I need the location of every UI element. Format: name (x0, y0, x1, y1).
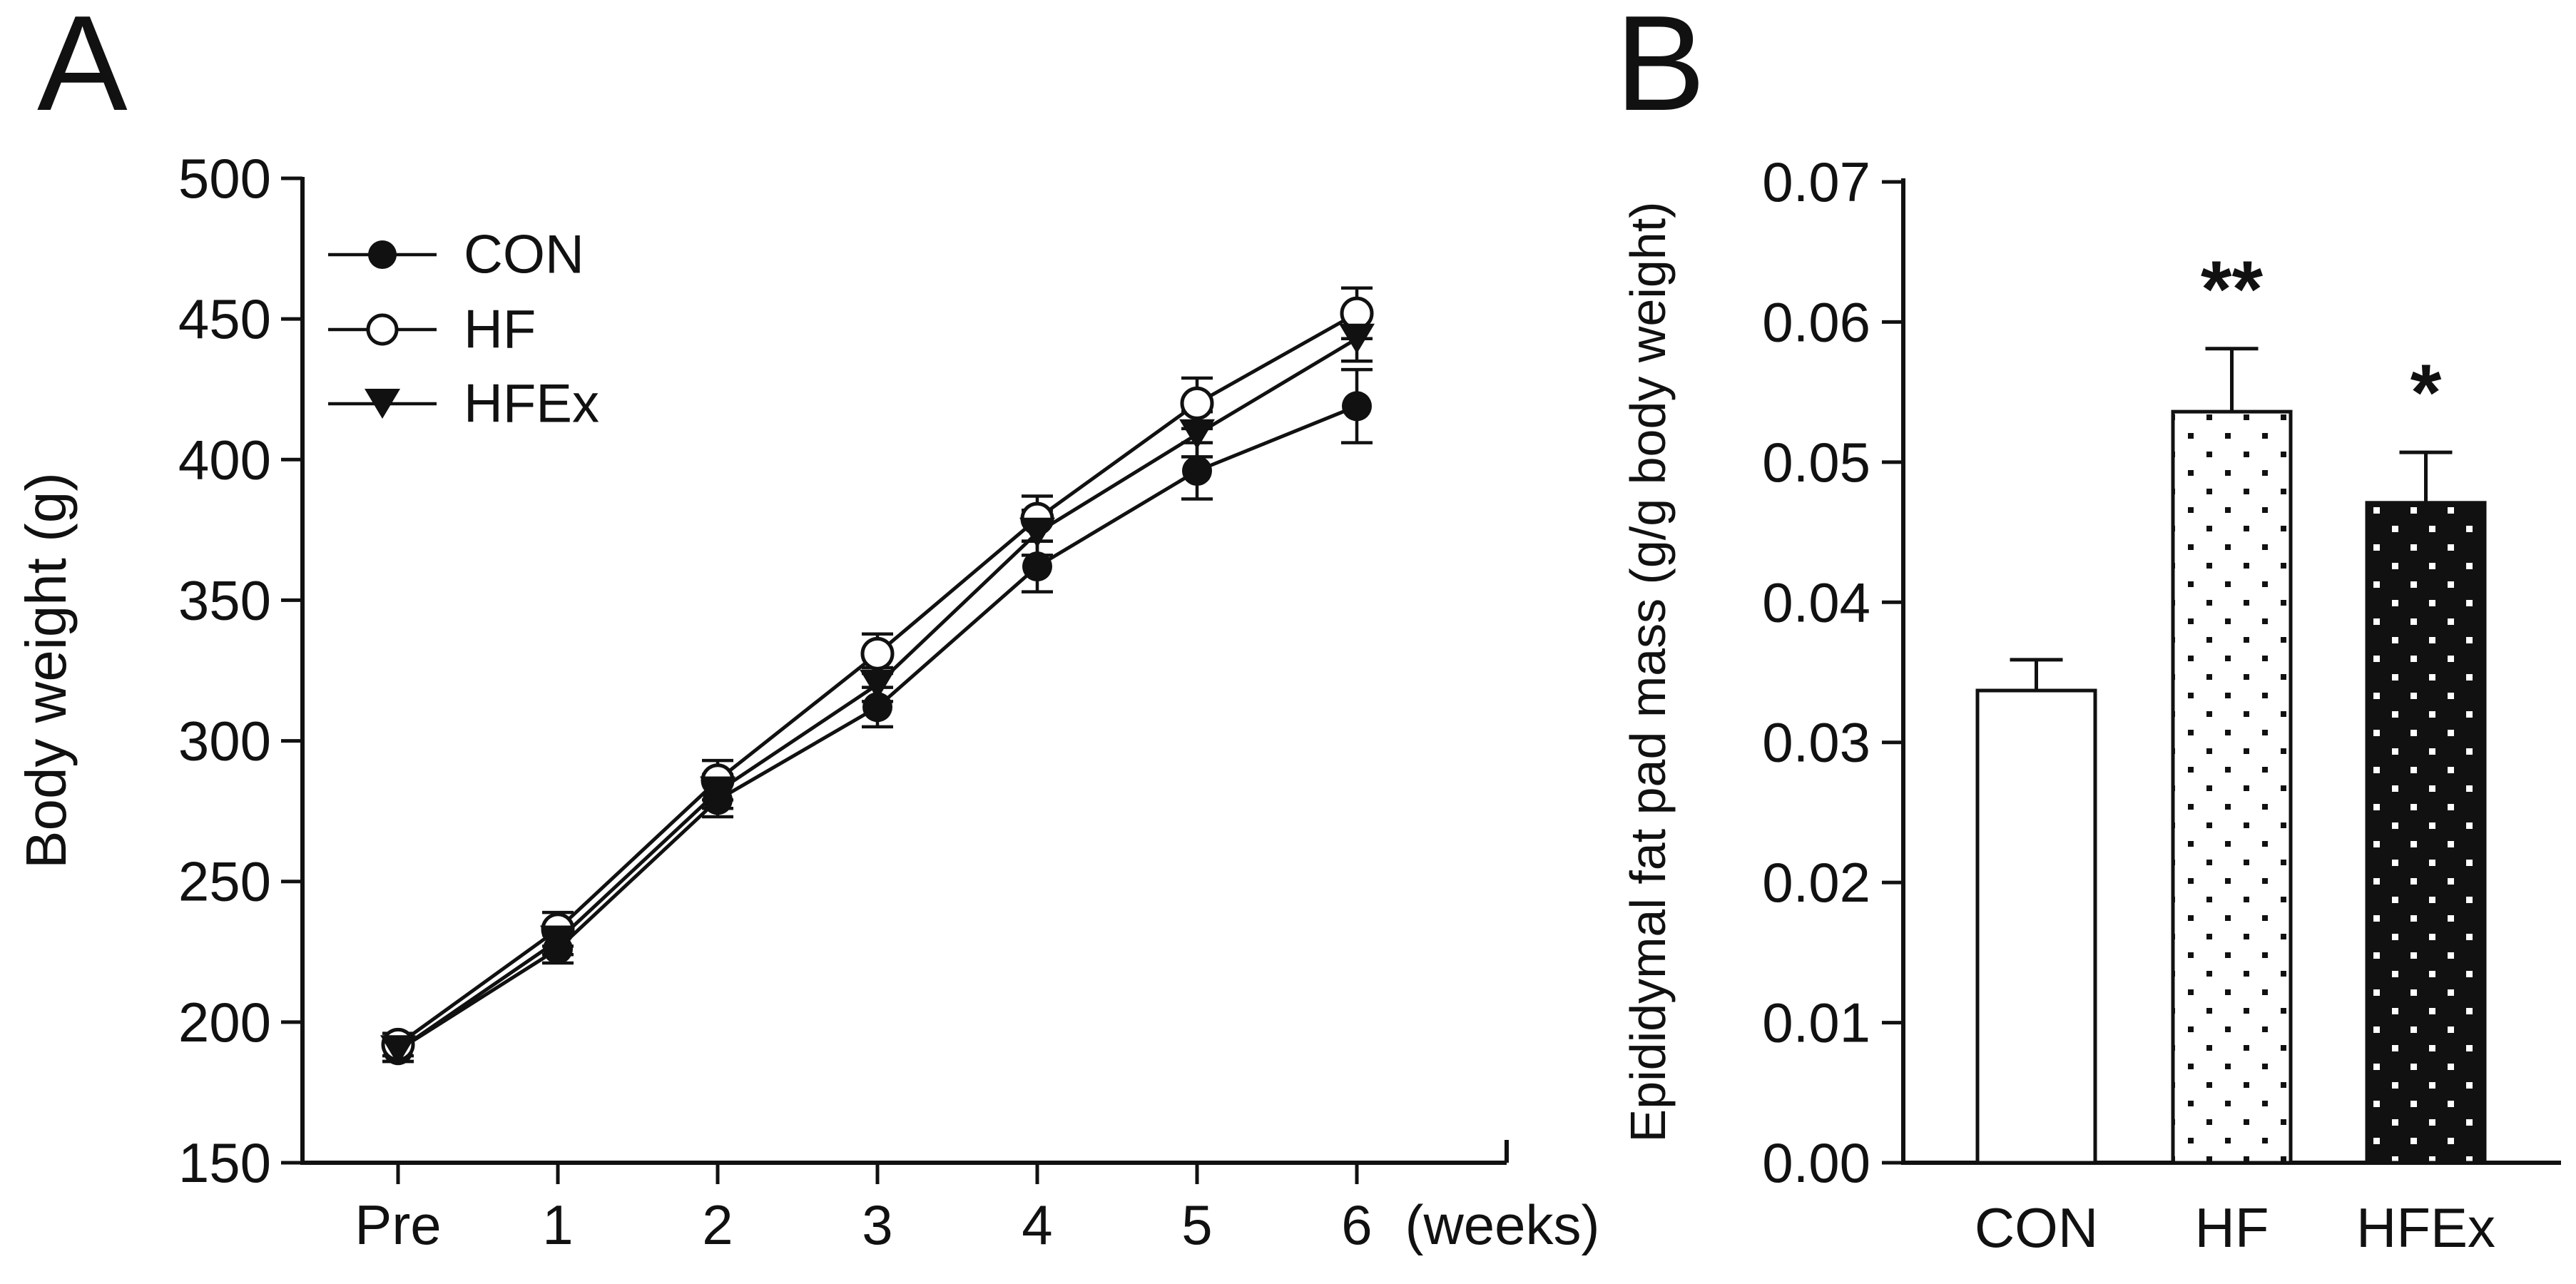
svg-text:350: 350 (178, 569, 271, 631)
svg-text:Epididymal fat pad mass (g/g b: Epididymal fat pad mass (g/g body weight… (1620, 202, 1676, 1143)
svg-text:0.05: 0.05 (1762, 431, 1870, 494)
svg-text:**: ** (2201, 245, 2264, 334)
svg-text:Pre: Pre (355, 1193, 441, 1256)
svg-text:400: 400 (178, 428, 271, 491)
svg-text:HFEx: HFEx (464, 374, 599, 434)
svg-text:200: 200 (178, 991, 271, 1054)
svg-text:CON: CON (464, 225, 584, 285)
svg-text:HF: HF (2195, 1196, 2269, 1259)
svg-text:HF: HF (464, 300, 536, 360)
svg-text:0.04: 0.04 (1762, 571, 1870, 633)
svg-text:5: 5 (1181, 1193, 1212, 1256)
svg-text:0.00: 0.00 (1762, 1131, 1870, 1194)
svg-text:0.06: 0.06 (1762, 290, 1870, 353)
svg-text:*: * (2410, 348, 2442, 437)
svg-text:(weeks): (weeks) (1405, 1193, 1599, 1256)
svg-text:2: 2 (702, 1193, 733, 1256)
svg-text:HFEx: HFEx (2356, 1196, 2495, 1259)
svg-text:450: 450 (178, 287, 271, 350)
panel-a: A 500 450 400 350 300 250 200 150 Pre 1 2 3 4 5 6 (week… (14, 0, 1600, 1256)
svg-text:CON: CON (1975, 1196, 2098, 1259)
svg-text:0.01: 0.01 (1762, 992, 1870, 1054)
body-weight-line-chart: 500 450 400 350 300 250 200 150 Pre 1 2 3 4 5 6 (weeks)… (14, 147, 1600, 1256)
svg-text:300: 300 (178, 710, 271, 773)
panel-b-label: B (1615, 0, 1706, 139)
svg-text:500: 500 (178, 147, 271, 210)
svg-text:3: 3 (862, 1193, 892, 1256)
panel-b: B 0.07 0.06 0.05 0.04 0.03 0.02 0.01 0.00 Epidid… (1605, 0, 2576, 1284)
svg-text:6: 6 (1341, 1193, 1372, 1256)
svg-text:4: 4 (1022, 1193, 1052, 1256)
svg-text:1: 1 (542, 1193, 573, 1256)
fat-pad-mass-bar-chart: 0.07 0.06 0.05 0.04 0.03 0.02 0.01 0.00 Epididym… (1620, 151, 2561, 1259)
svg-text:Body weight (g): Body weight (g) (14, 472, 78, 869)
panel-a-label: A (37, 0, 128, 139)
svg-text:250: 250 (178, 850, 271, 913)
svg-text:0.03: 0.03 (1762, 711, 1870, 774)
svg-text:0.07: 0.07 (1762, 151, 1870, 213)
svg-text:0.02: 0.02 (1762, 851, 1870, 914)
svg-text:150: 150 (178, 1131, 271, 1194)
